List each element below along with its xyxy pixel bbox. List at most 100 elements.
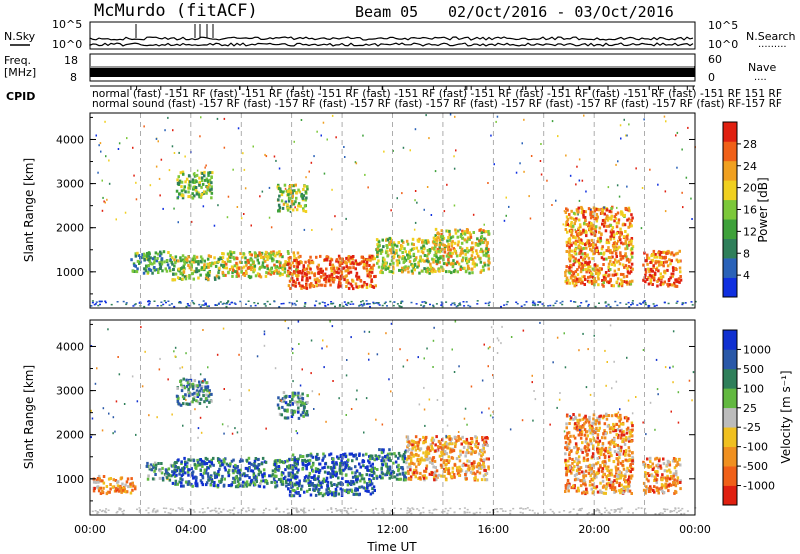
echo-cell xyxy=(397,456,400,460)
echo-cell xyxy=(611,251,614,255)
echo-cell xyxy=(195,180,198,184)
echo-cell xyxy=(199,472,203,476)
echo-cell xyxy=(414,435,418,439)
echo-cell xyxy=(330,269,333,273)
echo-cell xyxy=(416,265,419,269)
echo-cell xyxy=(314,280,318,284)
echo-cell xyxy=(592,447,595,450)
ground-scatter xyxy=(547,305,550,307)
echo-cell xyxy=(599,236,602,240)
echo-cell xyxy=(202,471,206,475)
echo-cell xyxy=(191,271,194,275)
echo-cell xyxy=(442,268,445,272)
echo-cell xyxy=(213,474,217,478)
echo-cell xyxy=(296,278,299,281)
echo-cell xyxy=(428,456,431,460)
echo-cell xyxy=(406,465,409,469)
echo-cell xyxy=(588,480,592,483)
echo-cell xyxy=(448,238,452,242)
echo-cell xyxy=(597,269,601,272)
echo-noise xyxy=(160,158,163,161)
echo-cell xyxy=(388,270,391,274)
echo-cell xyxy=(232,458,235,462)
echo-cell xyxy=(410,269,414,273)
echo-cell xyxy=(317,471,321,475)
echo-cell xyxy=(392,255,396,259)
echo-cell xyxy=(431,270,434,274)
echo-cell xyxy=(432,438,436,442)
ground-scatter xyxy=(253,302,256,304)
echo-cell xyxy=(326,255,330,259)
echo-cell xyxy=(305,286,309,290)
echo-cell xyxy=(405,239,409,243)
echo-cell xyxy=(286,262,290,266)
echo-cell xyxy=(368,469,372,472)
echo-noise xyxy=(294,206,296,209)
echo-cell xyxy=(474,444,478,448)
echo-cell xyxy=(431,441,434,445)
echo-cell xyxy=(468,466,471,470)
echo-cell xyxy=(194,188,198,192)
echo-cell xyxy=(644,270,648,274)
ground-scatter xyxy=(110,303,113,306)
echo-noise xyxy=(268,216,271,219)
echo-cell xyxy=(245,458,248,462)
echo-cell xyxy=(134,485,137,489)
echo-cell xyxy=(175,473,178,477)
ground-scatter xyxy=(266,300,269,303)
echo-cell xyxy=(356,262,359,266)
echo-cell xyxy=(613,219,616,223)
echo-cell xyxy=(622,452,626,456)
ground-scatter xyxy=(627,301,630,304)
echo-cell xyxy=(472,463,475,467)
echo-cell xyxy=(440,447,444,451)
echo-cell xyxy=(460,241,464,245)
echo-cell xyxy=(405,457,409,461)
echo-cell xyxy=(339,453,343,457)
echo-cell xyxy=(188,482,191,486)
echo-cell xyxy=(426,257,429,261)
echo-cell xyxy=(184,277,188,281)
echo-cell xyxy=(417,264,420,268)
echo-cell xyxy=(355,478,358,482)
colorbar-tick-label: 28 xyxy=(743,138,757,151)
echo-noise xyxy=(331,114,334,117)
echo-cell xyxy=(630,262,634,266)
echo-cell xyxy=(470,247,473,251)
echo-cell xyxy=(574,239,578,243)
echo-cell xyxy=(337,476,340,480)
echo-cell xyxy=(210,462,214,466)
echo-cell xyxy=(293,458,297,462)
echo-cell xyxy=(457,469,460,473)
echo-cell xyxy=(372,485,376,489)
echo-cell xyxy=(304,463,308,467)
echo-cell xyxy=(480,465,484,469)
echo-cell xyxy=(629,270,633,274)
echo-noise xyxy=(303,228,306,231)
echo-cell xyxy=(385,244,388,247)
echo-cell xyxy=(366,274,369,278)
echo-noise xyxy=(273,155,276,158)
echo-cell xyxy=(137,254,141,257)
echo-cell xyxy=(273,481,277,485)
ytick-label: 3000 xyxy=(56,178,84,191)
echo-cell xyxy=(468,257,471,261)
echo-cell xyxy=(612,245,615,249)
echo-noise xyxy=(268,186,271,189)
echo-cell xyxy=(403,450,407,454)
echo-cell xyxy=(679,275,682,278)
echo-noise xyxy=(236,206,239,208)
ground-scatter xyxy=(323,302,326,304)
echo-cell xyxy=(365,286,369,289)
echo-cell xyxy=(386,246,389,249)
echo-cell xyxy=(323,466,326,469)
ground-scatter xyxy=(342,305,345,307)
echo-cell xyxy=(157,267,160,271)
ground-scatter xyxy=(549,304,552,307)
echo-cell xyxy=(565,443,569,447)
echo-cell xyxy=(465,437,469,441)
echo-cell xyxy=(225,262,228,266)
echo-cell xyxy=(270,474,273,478)
echo-cell xyxy=(453,435,457,439)
ground-scatter xyxy=(233,302,236,304)
